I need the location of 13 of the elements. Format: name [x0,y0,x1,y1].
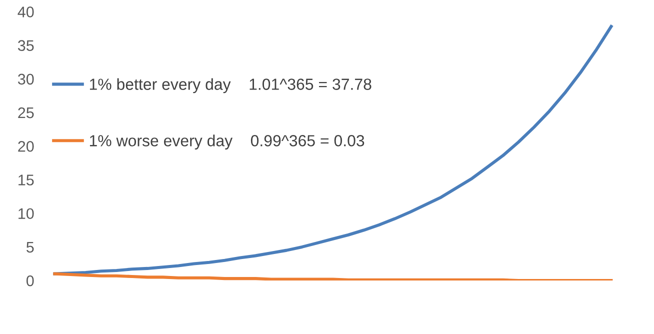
y-tick-label: 10 [18,208,34,220]
legend-label: 1% better every day 1.01^365 = 37.78 [90,78,372,94]
y-tick-label: 20 [18,140,34,152]
y-tick-label: 0 [26,275,34,286]
y-tick-label: 5 [26,242,34,253]
y-tick-label: 25 [18,107,34,118]
line-series [53,24,613,276]
y-tick-label: 15 [18,174,34,186]
legend-label: 1% worse every day 0.99^365 = 0.03 [90,134,364,150]
y-tick-label: 30 [18,74,34,85]
y-tick-label: 40 [18,6,34,18]
y-tick-label: 35 [18,40,34,51]
line-series [53,272,613,281]
